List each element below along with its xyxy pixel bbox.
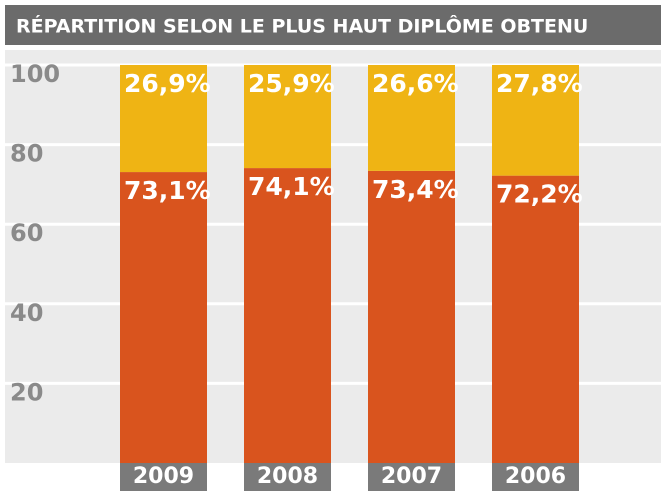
bar-segment [492, 65, 579, 176]
category-box [492, 463, 579, 491]
data-label: 73,1% [124, 176, 211, 205]
bar-segment [120, 65, 207, 173]
y-tick-label: 80 [10, 140, 43, 168]
title-bar [5, 5, 661, 45]
category-box [120, 463, 207, 491]
bar-segment [492, 175, 579, 464]
data-label: 26,9% [124, 69, 211, 98]
bar-segment [120, 172, 207, 463]
chart-title: RÉPARTITION SELON LE PLUS HAUT DIPLÔME O… [16, 14, 588, 38]
y-tick-label: 60 [10, 219, 43, 247]
bar-segment [244, 65, 331, 169]
data-label: 25,9% [248, 69, 335, 98]
data-label: 74,1% [248, 172, 335, 201]
category-box [368, 463, 455, 491]
data-label: 26,6% [372, 69, 459, 98]
category-box [244, 463, 331, 491]
y-tick-label: 40 [10, 299, 43, 327]
data-label: 72,2% [496, 180, 583, 209]
x-tick-label: 2008 [257, 464, 318, 489]
y-tick-label: 20 [10, 378, 43, 406]
x-tick-label: 2009 [133, 464, 194, 489]
x-tick-label: 2006 [505, 464, 566, 489]
data-label: 73,4% [372, 175, 459, 204]
data-label: 27,8% [496, 69, 583, 98]
bar-segment [244, 168, 331, 463]
bar-segment [368, 65, 455, 171]
bar-segment [368, 170, 455, 464]
y-tick-label: 100 [10, 60, 60, 88]
x-tick-label: 2007 [381, 464, 442, 489]
